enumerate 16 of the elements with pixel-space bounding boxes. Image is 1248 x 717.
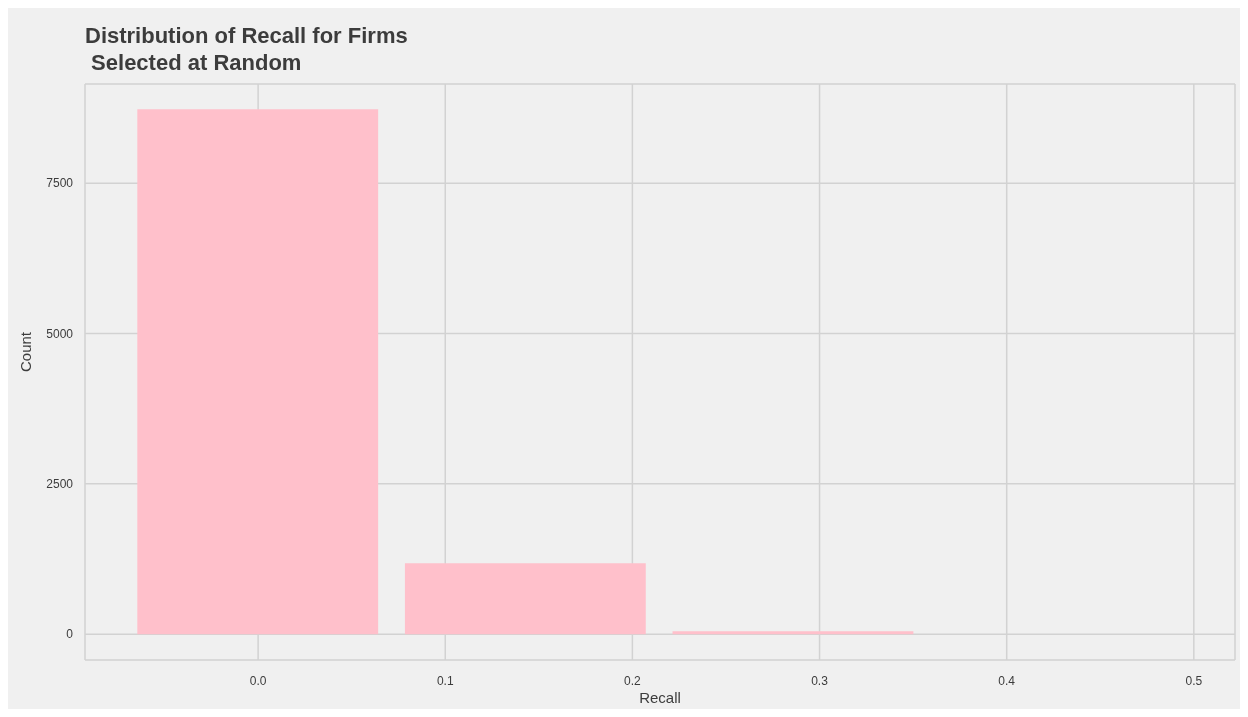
bar	[137, 109, 379, 635]
y-tick-label: 5000	[46, 326, 74, 341]
x-tick-label: 0.1	[436, 673, 454, 688]
chart-title: Distribution of Recall for Firms Selected at Random	[85, 22, 408, 76]
x-tick-label: 0.4	[998, 673, 1016, 688]
y-tick-label: 0	[66, 627, 74, 642]
y-tick-label: 2500	[46, 477, 74, 492]
x-tick-label: 0.3	[811, 673, 829, 688]
x-tick-label: 0.5	[1185, 673, 1203, 688]
y-axis-title: Count	[17, 331, 35, 372]
x-tick-label: 0.0	[249, 673, 267, 688]
x-axis-title: Recall	[639, 689, 681, 706]
y-tick-label: 7500	[46, 176, 74, 191]
bar	[404, 563, 646, 635]
x-tick-label: 0.2	[624, 673, 642, 688]
bar	[672, 631, 914, 635]
